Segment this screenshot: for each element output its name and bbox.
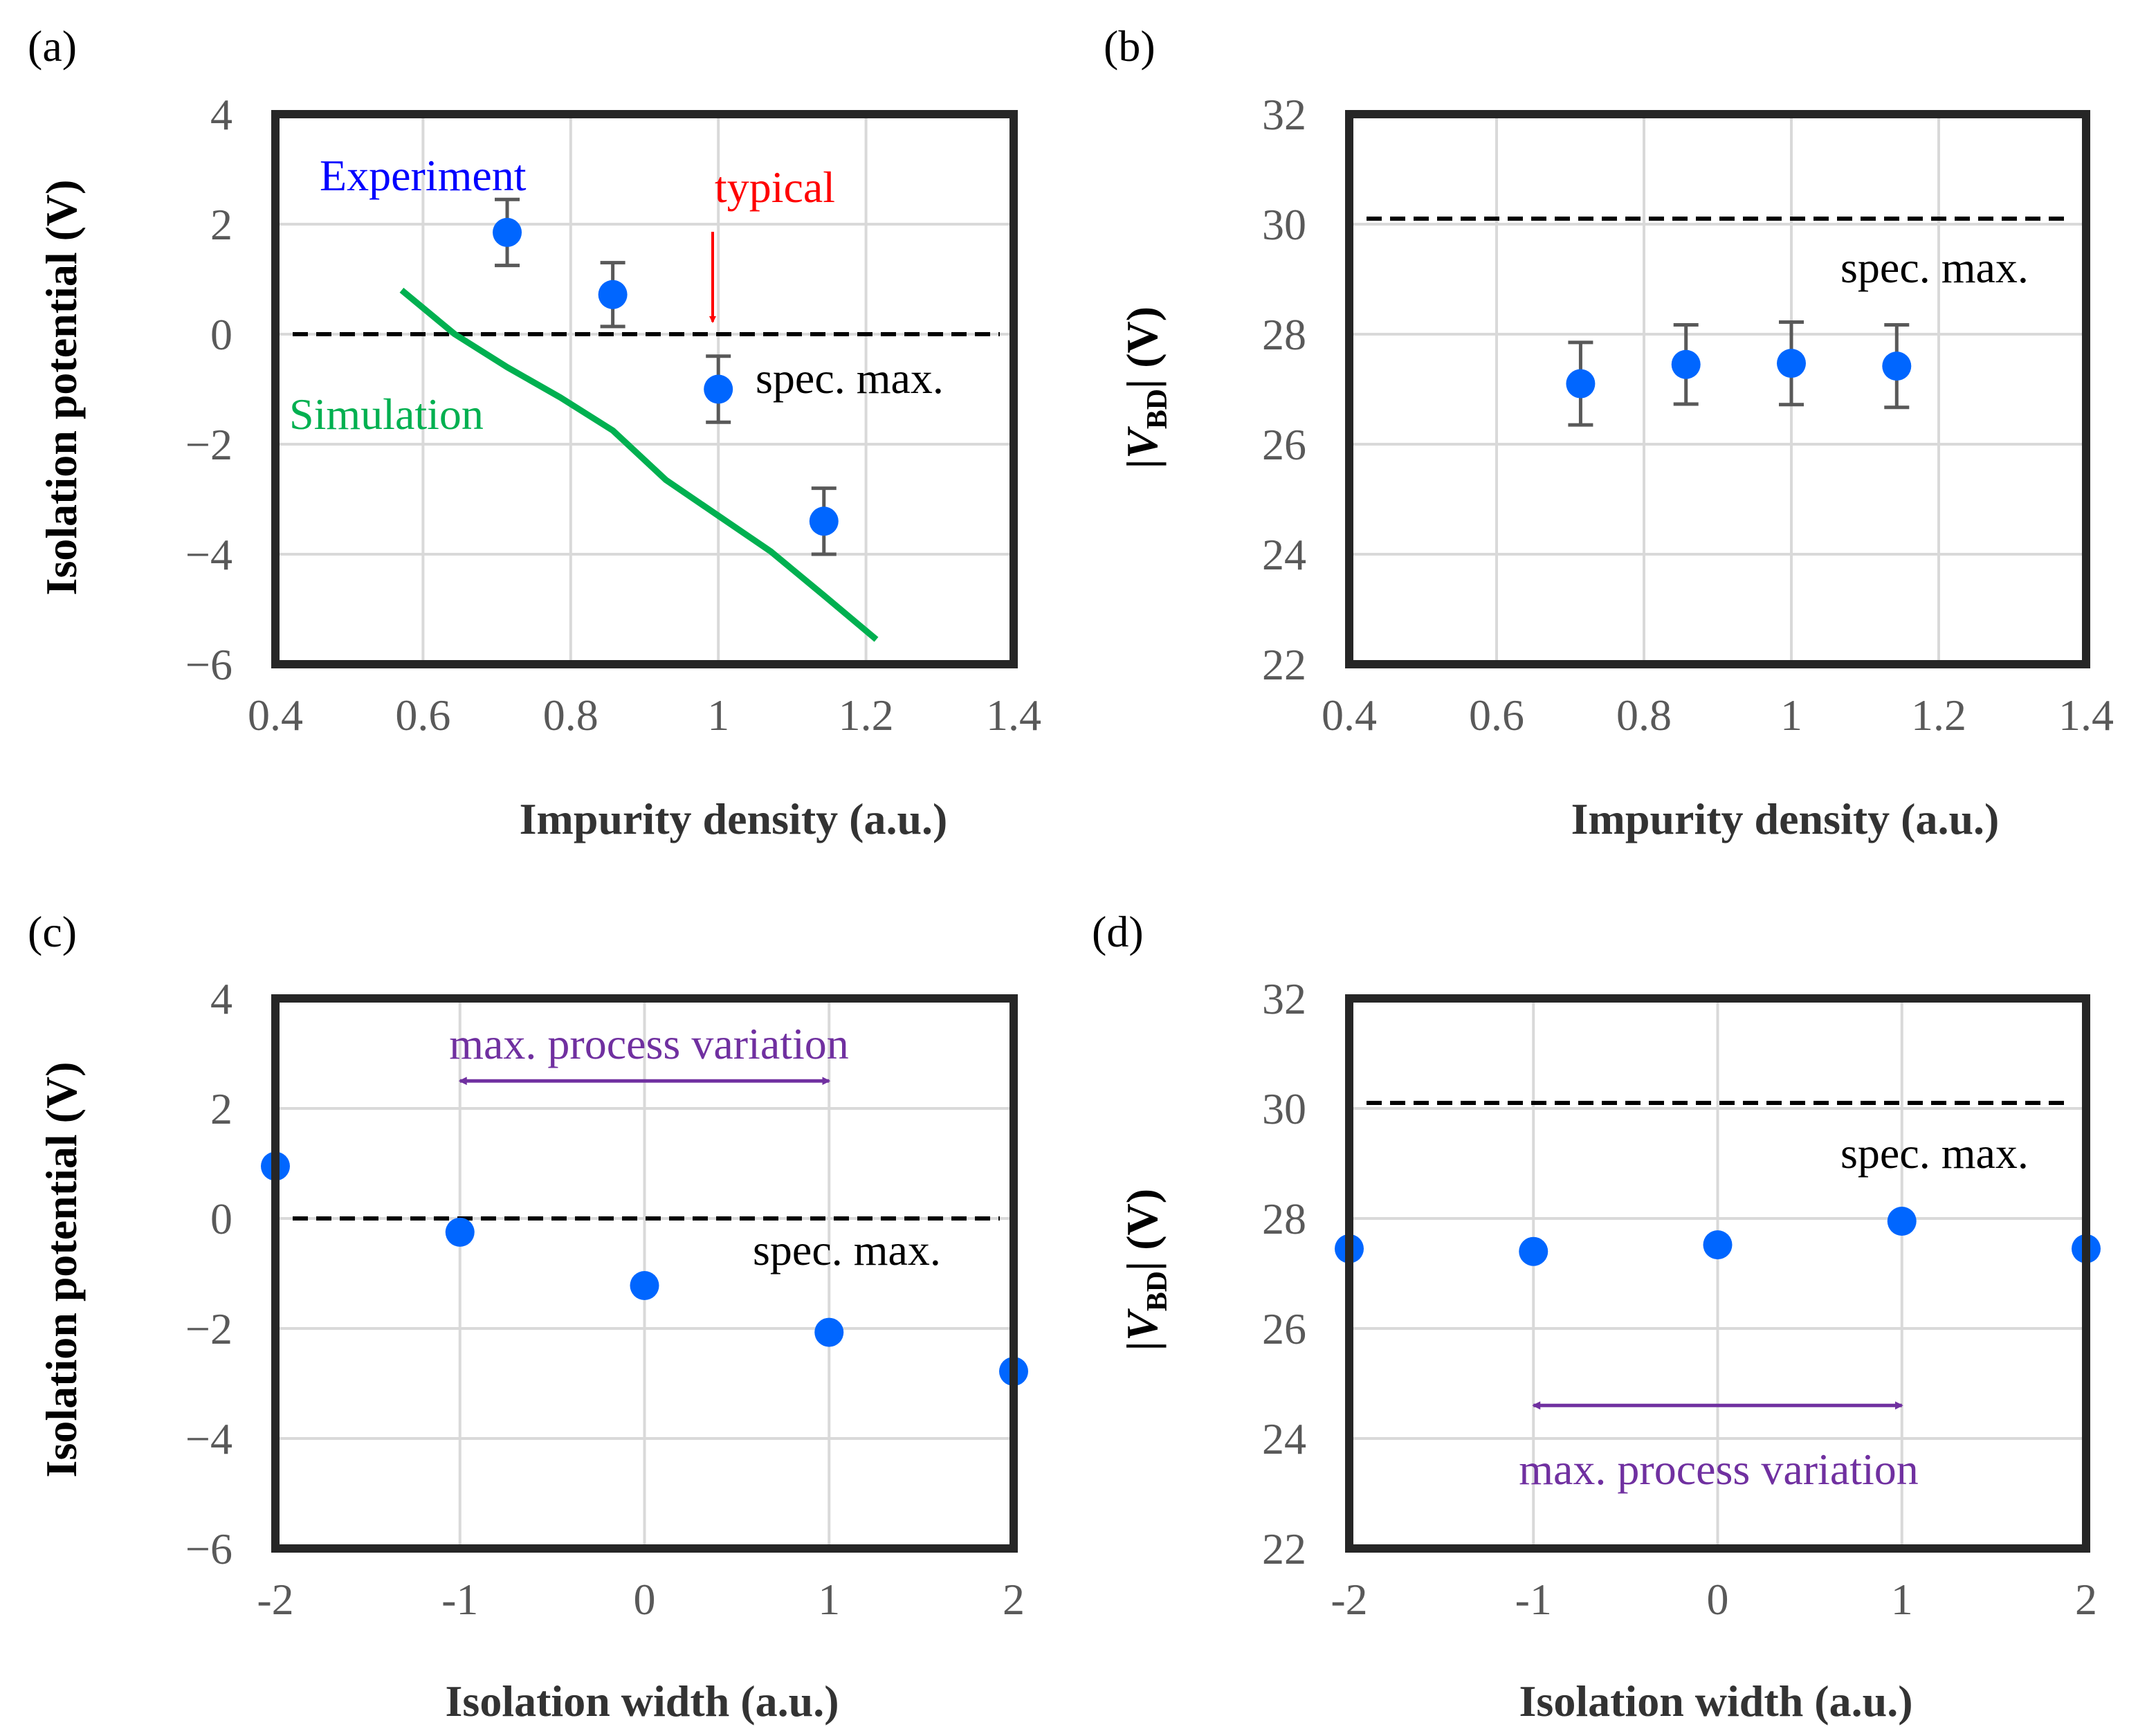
ylabel-b: |VBD| (V) (1117, 307, 1173, 468)
ytick-label: 24 (1262, 530, 1306, 579)
plot-frame (1345, 994, 2090, 1553)
spec-label-c: spec. max. (753, 1225, 941, 1274)
spec-label-b: spec. max. (1840, 243, 2029, 292)
ytick-label: 28 (1262, 1194, 1306, 1243)
ytick-label: −2 (185, 420, 232, 469)
ytick-label: 32 (1262, 974, 1306, 1023)
xlabel-a: Impurity density (a.u.) (520, 794, 948, 843)
xtick-label: 0.8 (1616, 691, 1672, 740)
ytick-label: −4 (185, 530, 232, 579)
plot-frame (271, 110, 1018, 668)
data-point (493, 217, 522, 247)
spec-label-a: spec. max. (756, 354, 944, 403)
ytick-label: 2 (210, 200, 232, 249)
data-point (445, 1217, 475, 1247)
spec-label-d: spec. max. (1840, 1129, 2029, 1178)
ylabel-d: |VBD| (V) (1117, 1189, 1173, 1351)
xtick-label: -1 (441, 1575, 478, 1624)
data-point (704, 374, 733, 404)
ytick-label: −6 (185, 1524, 232, 1573)
ytick-label: 22 (1262, 1524, 1306, 1573)
xtick-label: -1 (1515, 1575, 1552, 1624)
ytick-label: 28 (1262, 310, 1306, 359)
xtick-label: 1.2 (1911, 691, 1966, 740)
xtick-label: -2 (257, 1575, 293, 1624)
data-point (814, 1317, 844, 1347)
ylabel-b-sub: BD (1142, 389, 1173, 429)
ylabel-b-tail: | (V) (1117, 307, 1167, 389)
simulation-line (399, 287, 879, 642)
xtick-label: 1.4 (986, 691, 1041, 740)
panel-label-c: (c) (28, 907, 77, 956)
experiment-label: Experiment (320, 151, 527, 200)
data-point (1566, 369, 1596, 399)
xtick-label: 1 (818, 1575, 840, 1624)
xtick-label: -2 (1331, 1575, 1367, 1624)
xtick-label: 1.4 (2058, 691, 2114, 740)
plot-frame (271, 994, 1018, 1553)
ytick-label: 26 (1262, 420, 1306, 469)
ytick-label: 30 (1262, 1084, 1306, 1133)
xtick-label: 0 (634, 1575, 656, 1624)
plot-frame (1345, 110, 2090, 668)
variation-label-d: max. process variation (1519, 1445, 1919, 1494)
ytick-label: 30 (1262, 200, 1306, 249)
ytick-label: 24 (1262, 1414, 1306, 1463)
typical-label: typical (715, 163, 835, 212)
simulation-label: Simulation (289, 390, 484, 439)
ylabel-d-main: |V (1117, 1308, 1167, 1351)
xtick-label: 0 (1707, 1575, 1729, 1624)
panel-label-a: (a) (28, 21, 77, 71)
xtick-label: 2 (1003, 1575, 1025, 1624)
panel-b: (b) 0.4 0.6 0.8 1 1.2 1.4 22 24 26 28 30 32 |VBD| (… (1104, 21, 2114, 843)
ytick-label: 4 (210, 90, 232, 139)
data-point (1519, 1236, 1548, 1266)
data-point (630, 1270, 659, 1300)
data-point (598, 280, 628, 309)
data-point (1671, 349, 1701, 379)
ytick-label: 32 (1262, 90, 1306, 139)
xlabel-c: Isolation width (a.u.) (446, 1676, 839, 1726)
panel-label-d: (d) (1092, 907, 1144, 956)
data-point (1703, 1230, 1733, 1260)
panel-label-b: (b) (1104, 21, 1155, 71)
xlabel-b: Impurity density (a.u.) (1571, 794, 2000, 843)
variation-label-c: max. process variation (449, 1019, 849, 1068)
xtick-label: 1 (707, 691, 729, 740)
ytick-label: −2 (185, 1304, 232, 1353)
ytick-label: 2 (210, 1084, 232, 1133)
ylabel-d-tail: | (V) (1117, 1189, 1167, 1271)
ylabel-a: Isolation potential (V) (37, 180, 86, 596)
ytick-label: 4 (210, 974, 232, 1023)
data-point (1882, 351, 1912, 381)
data-point (1887, 1206, 1917, 1236)
xtick-label: 1 (1891, 1575, 1913, 1624)
ytick-label: 22 (1262, 640, 1306, 689)
xtick-label: 0.4 (248, 691, 303, 740)
data-point (809, 506, 839, 536)
xtick-label: 0.6 (1469, 691, 1524, 740)
xtick-label: 0.6 (395, 691, 450, 740)
xtick-label: 1 (1780, 691, 1802, 740)
panel-a: (a) 0.4 0.6 0.8 1 1.2 1.4 −6 −4 −2 0 2 4 Isolation … (28, 21, 1041, 843)
panel-c: (c) -2 -1 0 1 2 −6 −4 −2 0 2 4 Isolation potential… (28, 907, 1028, 1726)
xtick-label: 0.4 (1322, 691, 1377, 740)
ylabel-b-main: |V (1117, 426, 1167, 468)
ytick-label: −4 (185, 1414, 232, 1463)
data-point (1777, 349, 1806, 378)
xtick-label: 2 (2075, 1575, 2097, 1624)
xtick-label: 0.8 (543, 691, 599, 740)
xtick-label: 1.2 (839, 691, 894, 740)
ytick-label: −6 (185, 640, 232, 689)
ylabel-d-sub: BD (1142, 1271, 1173, 1311)
ytick-label: 0 (210, 310, 232, 359)
ytick-label: 0 (210, 1194, 232, 1243)
ytick-label: 26 (1262, 1304, 1306, 1353)
xlabel-d: Isolation width (a.u.) (1519, 1676, 1913, 1726)
ylabel-c: Isolation potential (V) (37, 1062, 86, 1478)
